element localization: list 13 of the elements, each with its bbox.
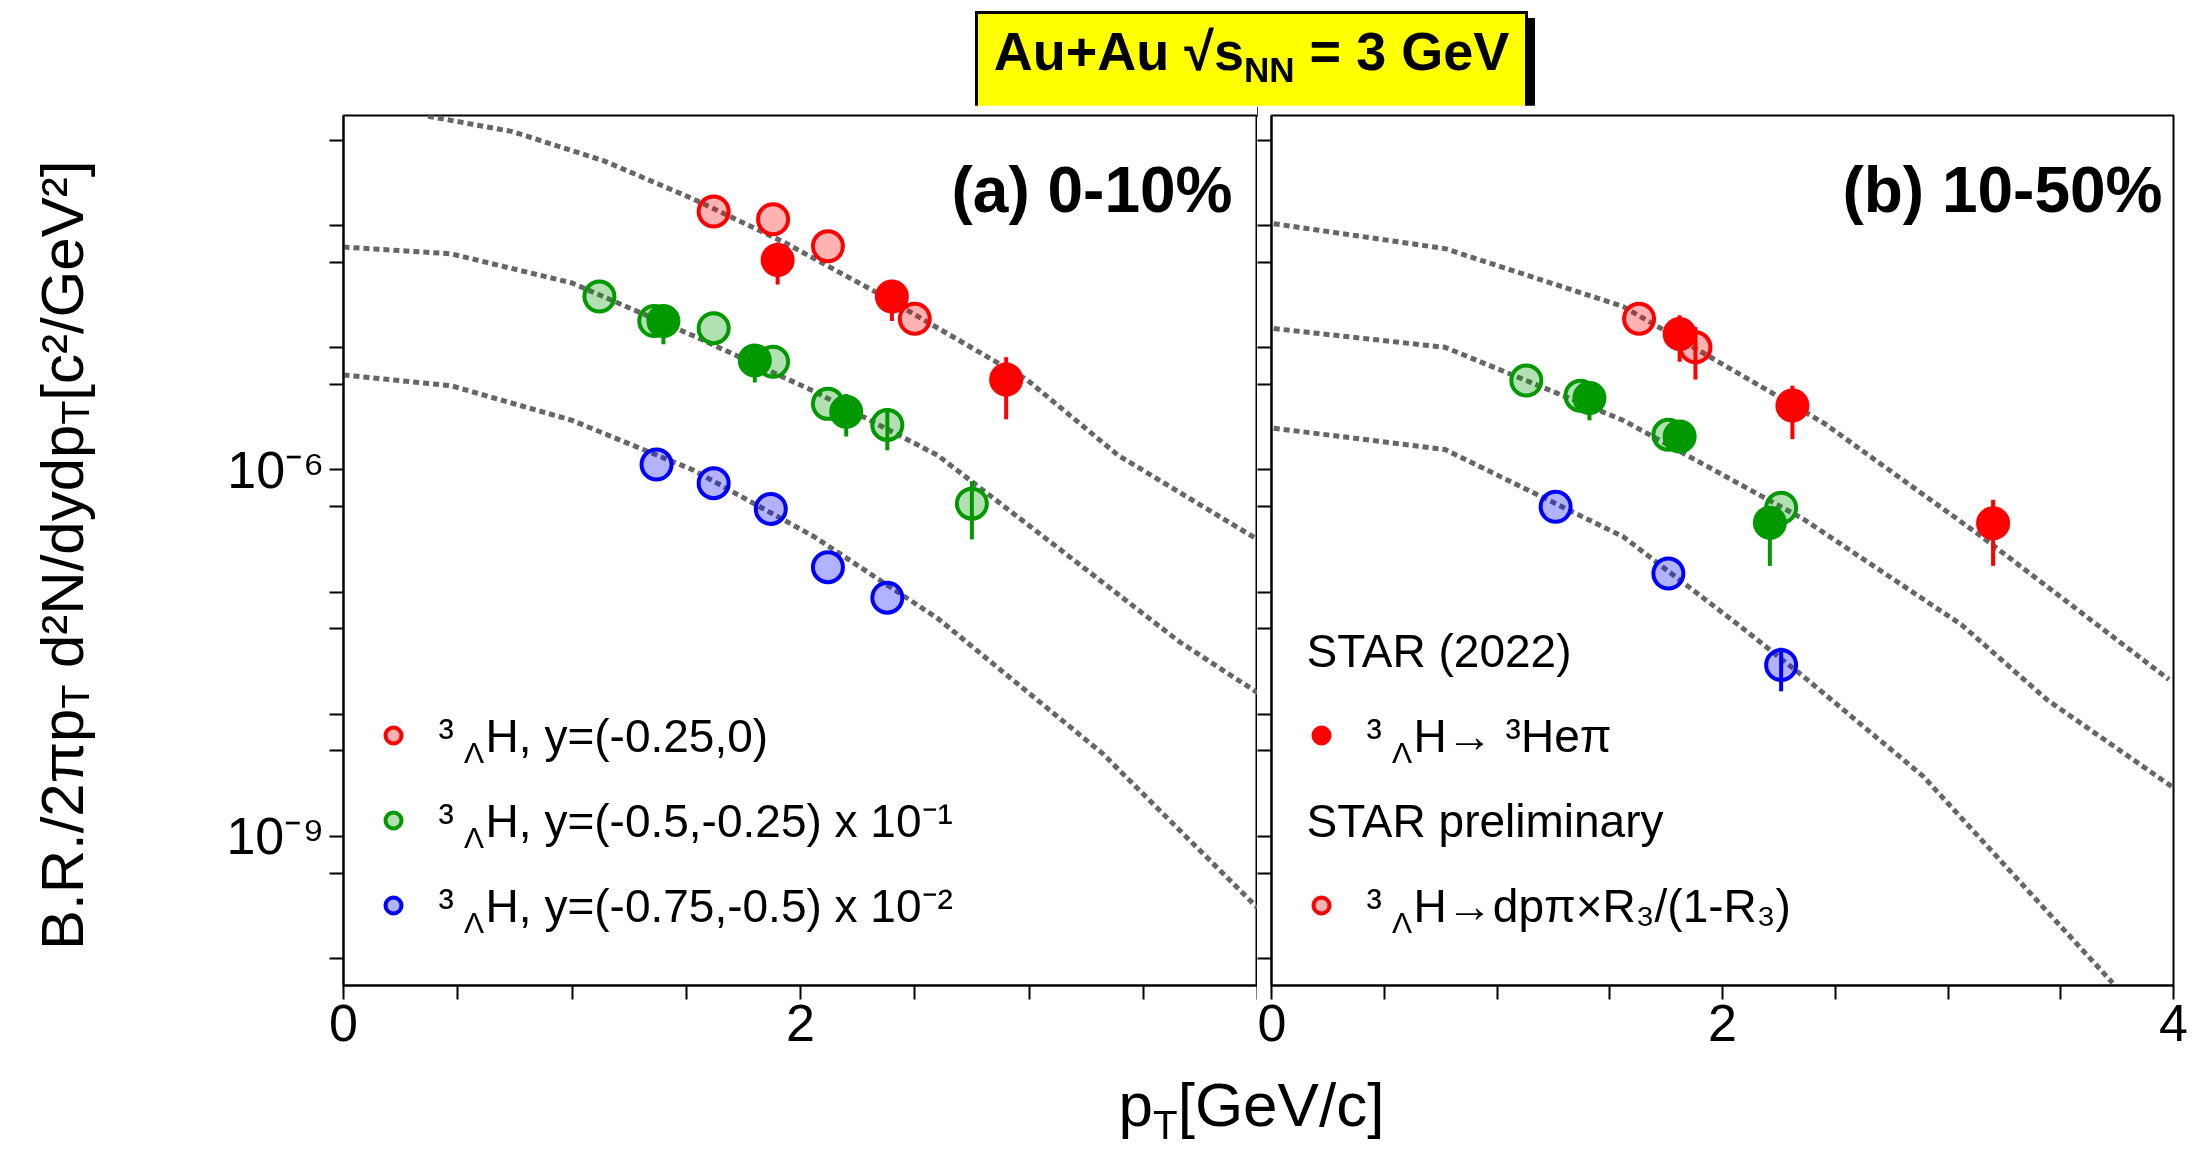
x-tick-label: 2	[1708, 993, 1737, 1052]
x-tick-label: 4	[2159, 993, 2188, 1052]
annotation: STAR preliminary	[1306, 794, 1664, 847]
y-tick-label: 10⁻⁶	[227, 440, 325, 499]
annotation: (a) 0-10%	[951, 153, 1233, 226]
x-tick-label: 2	[786, 993, 815, 1052]
x-tick-label: 0	[1257, 993, 1287, 1052]
annotation: STAR (2022)	[1306, 624, 1572, 677]
x-axis-title: p$_{T}$[GeV/c]	[1118, 1070, 1385, 1149]
annotation: (b) 10-50%	[1842, 153, 2163, 226]
y-tick-label: 10⁻⁹	[226, 807, 325, 866]
chart-title: Au+Au √s$_{NN}$ = 3 GeV	[974, 11, 1529, 110]
x-tick-label: 0	[329, 993, 358, 1052]
